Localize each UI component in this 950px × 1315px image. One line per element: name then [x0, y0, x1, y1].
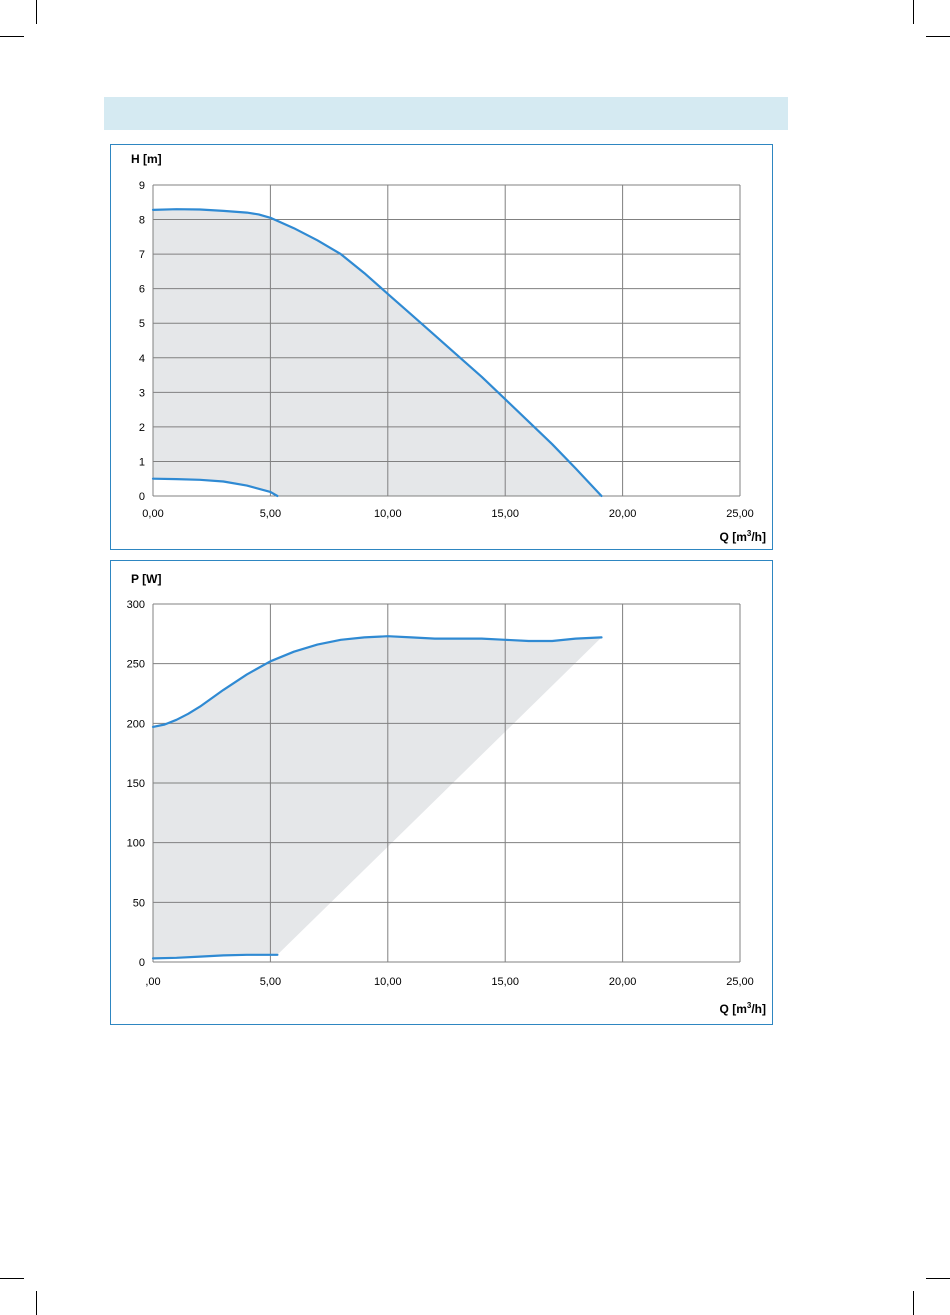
crop-mark-bottom-left-v	[36, 1291, 37, 1315]
crop-mark-top-left-h	[0, 36, 24, 37]
crop-mark-bottom-right-v	[913, 1291, 914, 1315]
y-tick-label: 5	[139, 318, 145, 330]
y-axis-label: P [W]	[131, 572, 161, 586]
crop-mark-bottom-left-h	[0, 1278, 24, 1279]
x-axis-label: Q [m3/h]	[720, 529, 766, 544]
x-tick-label: 10,00	[374, 976, 402, 988]
header-band	[104, 97, 788, 130]
y-tick-label: 0	[139, 491, 145, 503]
x-tick-label: 0,00	[142, 508, 163, 520]
max-curve	[151, 635, 603, 728]
x-tick-label: 20,00	[609, 976, 637, 988]
x-tick-label: 25,00	[726, 976, 754, 988]
y-tick-label: 50	[133, 897, 145, 909]
y-tick-label: 7	[139, 249, 145, 261]
head-chart: 0 1 2 3 4 5 6 7 8 9 0,00 5,00 10,00 15,00 20,00 25,00 H …	[131, 152, 766, 544]
operating-area-fill	[153, 636, 602, 959]
x-tick-label: 20,00	[609, 508, 637, 520]
x-axis-label: Q [m3/h]	[720, 1001, 766, 1016]
y-tick-label: 1	[139, 456, 145, 468]
y-axis-label: H [m]	[131, 152, 162, 166]
min-curve	[151, 953, 279, 960]
power-chart: 0 50 100 150 200 250 300 ,00 5,00 10,00 15,00 20,00…	[127, 572, 766, 1016]
y-tick-label: 9	[139, 180, 145, 192]
crop-mark-bottom-right-h	[926, 1278, 950, 1279]
crop-mark-top-right-v	[913, 0, 914, 24]
y-tick-label: 6	[139, 284, 145, 296]
y-tick-label: 2	[139, 422, 145, 434]
y-tick-label: 100	[127, 838, 145, 850]
crop-mark-top-left-v	[36, 0, 37, 24]
x-tick-label: 5,00	[260, 976, 281, 988]
y-tick-label: 150	[127, 778, 145, 790]
y-tick-label: 300	[127, 599, 145, 611]
crop-mark-top-right-h	[926, 36, 950, 37]
operating-area-fill	[153, 209, 602, 496]
y-tick-label: 0	[139, 957, 145, 969]
y-tick-label: 4	[139, 353, 145, 365]
y-tick-label: 250	[127, 659, 145, 671]
grid	[152, 184, 741, 497]
y-tick-label: 200	[127, 718, 145, 730]
head-chart-panel: 0 1 2 3 4 5 6 7 8 9 0,00 5,00 10,00 15,00 20,00 25,00 H …	[110, 144, 773, 550]
x-tick-label: ,00	[145, 976, 160, 988]
x-tick-label: 15,00	[491, 976, 519, 988]
x-tick-label: 5,00	[260, 508, 281, 520]
x-tick-label: 10,00	[374, 508, 402, 520]
x-tick-label: 25,00	[726, 508, 754, 520]
min-curve	[151, 477, 279, 498]
x-tick-label: 15,00	[491, 508, 519, 520]
max-curve	[151, 208, 603, 498]
power-chart-panel: 0 50 100 150 200 250 300 ,00 5,00 10,00 15,00 20,00…	[110, 560, 773, 1025]
y-tick-label: 3	[139, 387, 145, 399]
grid	[152, 603, 741, 963]
y-tick-label: 8	[139, 215, 145, 227]
